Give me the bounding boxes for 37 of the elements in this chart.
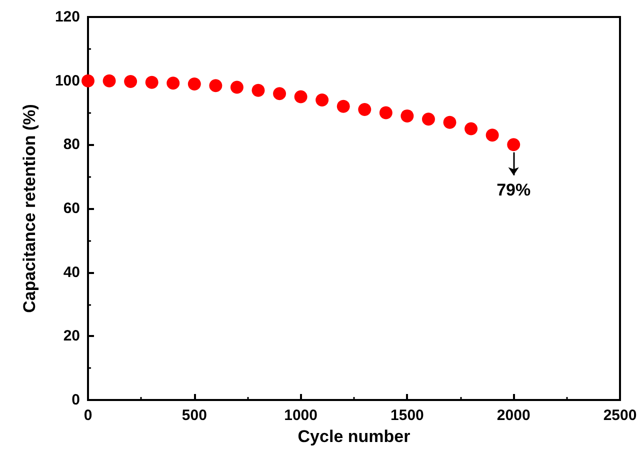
x-tick-label: 2000	[496, 407, 530, 424]
point	[252, 84, 265, 97]
y-tick-label: 0	[72, 392, 80, 408]
point	[273, 87, 286, 100]
point	[188, 78, 201, 91]
point	[82, 74, 94, 88]
y-tick-label: 80	[63, 136, 80, 154]
x-tick-label: 0	[84, 407, 92, 424]
y-tick-label: 20	[63, 328, 80, 345]
point	[316, 93, 329, 106]
y-tick-label: 120	[54, 8, 80, 26]
point	[422, 112, 435, 126]
point	[145, 76, 158, 89]
point	[102, 74, 116, 88]
point	[358, 103, 372, 116]
point	[443, 116, 456, 129]
x-tick-label: 1500	[390, 407, 424, 424]
point	[124, 74, 138, 88]
annotation: 79%	[496, 180, 531, 200]
x-tick-label: 2500	[603, 407, 637, 424]
point	[379, 106, 392, 120]
y-axis-title: Capacitance retention (%)	[20, 104, 39, 313]
point	[294, 90, 308, 104]
point	[209, 79, 222, 92]
x-axis-title: Cycle number	[298, 427, 411, 446]
x-tick-label: 1000	[284, 407, 318, 424]
y-tick-label: 40	[63, 264, 80, 281]
point	[464, 122, 478, 136]
y-tick-label: 60	[63, 200, 80, 217]
point	[230, 80, 244, 94]
point	[400, 109, 414, 122]
point	[486, 128, 499, 142]
point	[166, 76, 180, 90]
point	[336, 100, 350, 113]
y-tick-label: 100	[54, 72, 80, 90]
point	[507, 138, 520, 152]
x-tick-label: 500	[182, 407, 207, 424]
